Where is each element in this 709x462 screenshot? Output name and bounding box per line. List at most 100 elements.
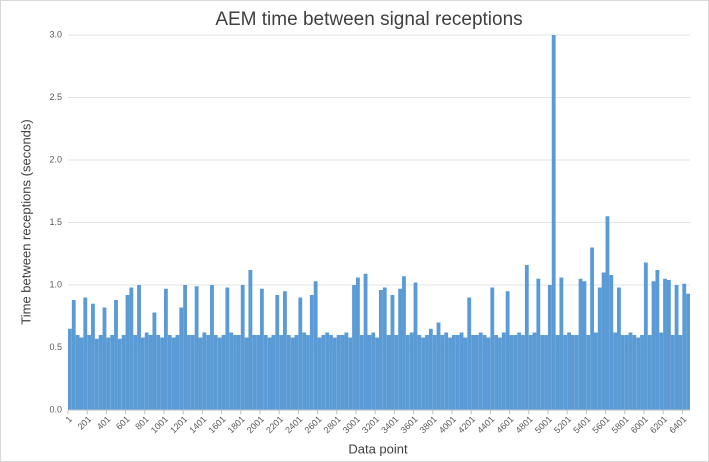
- y-tick-label: 2.0: [49, 154, 62, 164]
- bar: [206, 335, 210, 410]
- bar: [352, 285, 356, 410]
- bar: [222, 335, 226, 410]
- bar: [533, 333, 537, 411]
- bar: [268, 338, 272, 411]
- bar: [494, 335, 498, 410]
- bar: [575, 335, 579, 410]
- bar: [402, 276, 406, 410]
- bar: [394, 335, 398, 410]
- bar: [202, 333, 206, 411]
- bar: [229, 333, 233, 411]
- bar: [590, 248, 594, 411]
- bar: [379, 290, 383, 410]
- bar: [122, 335, 126, 410]
- bar: [444, 333, 448, 411]
- bar: [410, 333, 414, 411]
- bar: [302, 333, 306, 411]
- bar: [245, 338, 249, 411]
- bar: [160, 338, 164, 411]
- bar: [283, 291, 287, 410]
- bar: [609, 275, 613, 410]
- bar: [448, 338, 452, 411]
- bar: [344, 333, 348, 411]
- chart-title: AEM time between signal receptions: [215, 9, 522, 30]
- bar: [225, 288, 229, 411]
- bar: [214, 335, 218, 410]
- bar: [517, 333, 521, 411]
- bar: [456, 335, 460, 410]
- y-tick-label: 1.5: [49, 217, 62, 227]
- bar: [398, 289, 402, 410]
- bar: [149, 335, 153, 410]
- bar: [417, 335, 421, 410]
- bar: [437, 323, 441, 411]
- bar: [341, 335, 345, 410]
- bar: [548, 285, 552, 410]
- bar: [375, 338, 379, 411]
- bar: [367, 335, 371, 410]
- bar: [260, 289, 264, 410]
- bar: [264, 335, 268, 410]
- y-tick-label: 1.0: [49, 279, 62, 289]
- bar: [502, 333, 506, 411]
- bar: [279, 335, 283, 410]
- bar: [640, 335, 644, 410]
- bar: [91, 304, 95, 410]
- bar: [256, 335, 260, 410]
- bar: [306, 335, 310, 410]
- bar: [133, 335, 137, 410]
- bar: [360, 335, 364, 410]
- bar: [529, 335, 533, 410]
- bar: [364, 274, 368, 410]
- bar: [479, 333, 483, 411]
- bar: [513, 335, 517, 410]
- bar: [237, 335, 241, 410]
- bar: [625, 335, 629, 410]
- bar: [440, 335, 444, 410]
- bar: [172, 338, 176, 411]
- bar: [471, 335, 475, 410]
- bar: [667, 280, 671, 410]
- bar: [540, 335, 544, 410]
- bar: [629, 333, 633, 411]
- bar: [114, 300, 118, 410]
- bar: [506, 291, 510, 410]
- bar: [179, 308, 183, 411]
- bar: [659, 333, 663, 411]
- bar: [652, 281, 656, 410]
- bar: [333, 338, 337, 411]
- bar: [314, 281, 318, 410]
- bar: [414, 283, 418, 411]
- bar: [617, 288, 621, 411]
- bar: [475, 335, 479, 410]
- bar: [126, 295, 130, 410]
- bar: [137, 285, 141, 410]
- bar: [252, 335, 256, 410]
- bar: [321, 335, 325, 410]
- bar: [567, 333, 571, 411]
- bar: [68, 329, 72, 410]
- bar: [241, 285, 245, 410]
- bar: [145, 333, 149, 411]
- bar: [598, 288, 602, 411]
- bar: [675, 285, 679, 410]
- bar: [210, 285, 214, 410]
- bar: [406, 335, 410, 410]
- chart: AEM time between signal receptions Data …: [0, 0, 709, 462]
- bar: [602, 273, 606, 411]
- bar: [678, 335, 682, 410]
- bar: [168, 335, 172, 410]
- bar: [425, 335, 429, 410]
- bar: [636, 338, 640, 411]
- bar: [87, 335, 91, 410]
- bar: [310, 295, 314, 410]
- bar: [325, 333, 329, 411]
- bar: [556, 335, 560, 410]
- bar: [337, 335, 341, 410]
- bar: [103, 308, 107, 411]
- bar: [383, 288, 387, 411]
- bar: [671, 335, 675, 410]
- bar: [99, 335, 103, 410]
- y-tick-label: 3.0: [49, 29, 62, 39]
- bar: [118, 339, 122, 410]
